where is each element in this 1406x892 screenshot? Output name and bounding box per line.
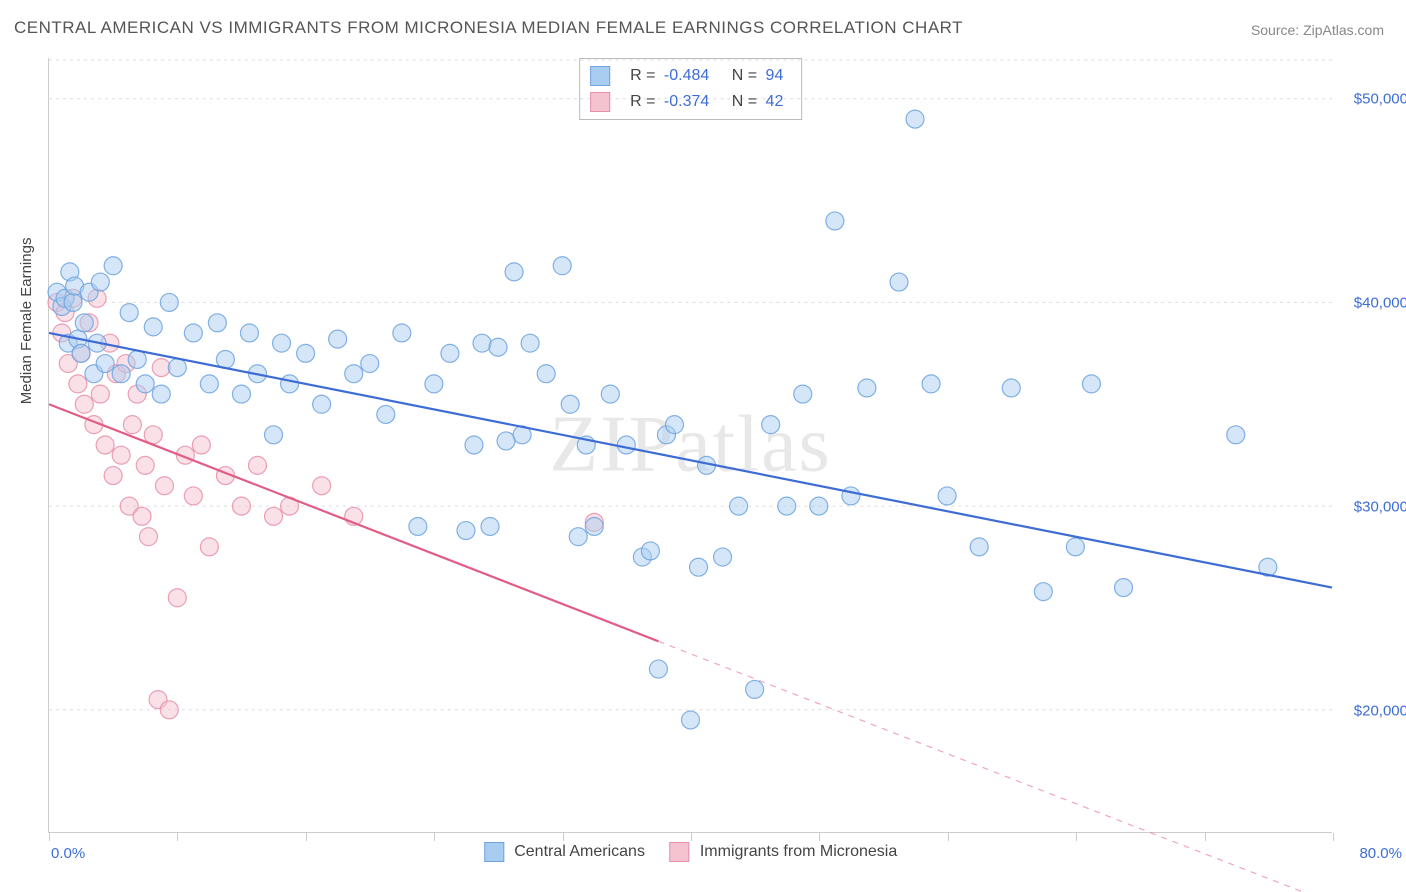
legend-item-2: Immigrants from Micronesia	[669, 843, 897, 860]
x-tick	[563, 833, 564, 841]
x-max-label: 80.0%	[1359, 845, 1402, 862]
x-tick	[434, 833, 435, 841]
legend-item-1: Central Americans	[484, 843, 650, 860]
r-value-2: -0.374	[664, 93, 709, 110]
n-value-2: 42	[766, 93, 784, 110]
chart-svg	[49, 58, 1332, 832]
x-tick	[948, 833, 949, 841]
y-tick-label: $30,000	[1338, 498, 1406, 515]
chart-container: CENTRAL AMERICAN VS IMMIGRANTS FROM MICR…	[0, 0, 1406, 892]
legend-row-1: R = -0.484 N = 94	[590, 63, 792, 89]
x-tick	[1333, 833, 1334, 841]
legend-label-1: Central Americans	[514, 843, 645, 860]
n-label-2: N =	[732, 93, 757, 110]
legend-label-2: Immigrants from Micronesia	[700, 843, 897, 860]
r-label-2: R =	[630, 93, 655, 110]
legend-row-2: R = -0.374 N = 42	[590, 89, 792, 115]
y-tick-label: $50,000	[1338, 90, 1406, 107]
y-tick-label: $20,000	[1338, 702, 1406, 719]
legend-swatch-bottom-1	[484, 842, 504, 862]
x-tick	[177, 833, 178, 841]
x-tick	[819, 833, 820, 841]
x-tick	[1076, 833, 1077, 841]
chart-title: CENTRAL AMERICAN VS IMMIGRANTS FROM MICR…	[14, 18, 963, 38]
x-tick	[49, 833, 50, 841]
x-min-label: 0.0%	[51, 845, 85, 862]
n-value-1: 94	[766, 67, 784, 84]
y-tick-label: $40,000	[1338, 294, 1406, 311]
y-axis-label: Median Female Earnings	[18, 238, 35, 405]
x-tick	[306, 833, 307, 841]
x-tick	[1205, 833, 1206, 841]
legend-swatch-2	[590, 92, 610, 112]
plot-area: ZIPatlas $20,000$30,000$40,000$50,000 0.…	[48, 58, 1332, 833]
series-legend: Central Americans Immigrants from Micron…	[474, 842, 907, 862]
correlation-legend: R = -0.484 N = 94 R = -0.374 N = 42	[579, 58, 803, 120]
r-label-1: R =	[630, 67, 655, 84]
x-tick	[691, 833, 692, 841]
legend-swatch-1	[590, 66, 610, 86]
source-label: Source: ZipAtlas.com	[1251, 22, 1384, 38]
n-label-1: N =	[732, 67, 757, 84]
r-value-1: -0.484	[664, 67, 709, 84]
legend-swatch-bottom-2	[669, 842, 689, 862]
